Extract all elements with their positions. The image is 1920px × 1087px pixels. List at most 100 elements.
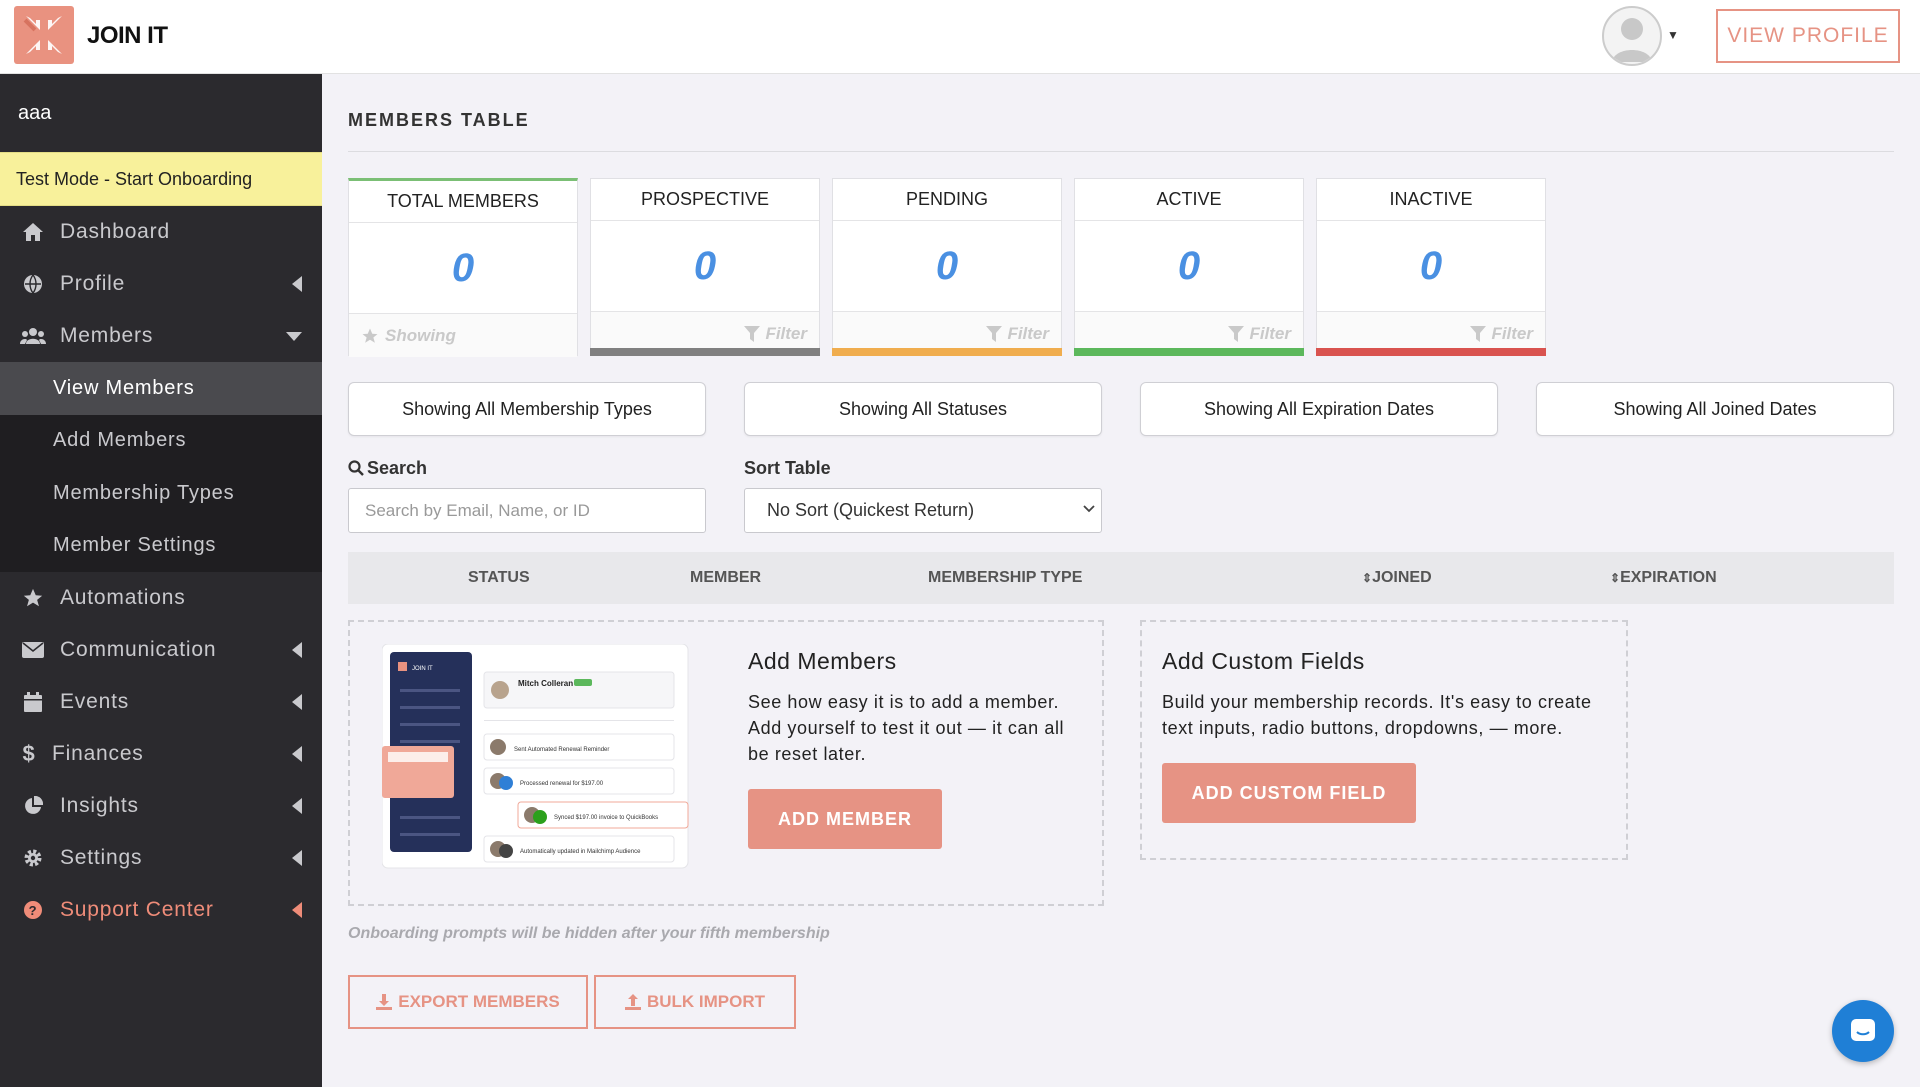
search-icon — [348, 460, 364, 476]
stat-card-pending: PENDING 0 Filter — [832, 178, 1062, 356]
onboarding-note: Onboarding prompts will be hidden after … — [348, 925, 830, 942]
stat-card-inactive: INACTIVE 0 Filter — [1316, 178, 1546, 356]
envelope-icon — [20, 637, 46, 663]
prompt-text: Build your membership records. It's easy… — [1162, 692, 1592, 738]
sidebar-item-events[interactable]: Events — [0, 676, 322, 728]
chevron-down-icon — [1083, 503, 1095, 517]
divider — [348, 151, 1894, 152]
bulk-import-button[interactable]: BULK IMPORT — [594, 975, 796, 1029]
top-bar: JOIN IT ▼ VIEW PROFILE — [0, 0, 1920, 74]
column-header-expiration[interactable]: ⇕EXPIRATION — [1610, 569, 1717, 587]
view-profile-button[interactable]: VIEW PROFILE — [1716, 9, 1900, 63]
download-icon — [376, 994, 393, 1010]
sidebar-subitem-add-members[interactable]: Add Members — [0, 414, 322, 467]
column-header-membership-type[interactable]: MEMBERSHIP TYPE — [928, 569, 1083, 586]
sidebar-subitem-view-members[interactable]: View Members — [0, 362, 322, 415]
add-member-button[interactable]: ADD MEMBER — [748, 789, 942, 849]
illustration-event: Processed renewal for $197.00 — [520, 781, 604, 787]
sidebar: aaa Test Mode - Start Onboarding Dashboa… — [0, 74, 322, 1087]
statuses-filter-button[interactable]: Showing All Statuses — [744, 382, 1102, 436]
sidebar-subitem-membership-types[interactable]: Membership Types — [0, 467, 322, 520]
sidebar-item-communication[interactable]: Communication — [0, 624, 322, 676]
sidebar-item-support-center[interactable]: ? Support Center — [0, 884, 322, 936]
app-name: JOIN IT — [87, 22, 168, 49]
stat-footer-label: Filter — [1007, 323, 1049, 343]
org-name: aaa — [18, 101, 52, 124]
gear-icon — [20, 845, 46, 871]
sidebar-item-finances[interactable]: $ Finances — [0, 728, 322, 780]
column-header-joined[interactable]: ⇕JOINED — [1362, 569, 1432, 587]
stat-card-active: ACTIVE 0 Filter — [1074, 178, 1304, 356]
sidebar-item-label: Events — [60, 690, 129, 713]
sidebar-item-automations[interactable]: Automations — [0, 572, 322, 624]
caret-left-icon — [292, 746, 302, 762]
membership-types-filter-button[interactable]: Showing All Membership Types — [348, 382, 706, 436]
stat-value: 0 — [1177, 243, 1201, 288]
status-color-bar — [832, 348, 1062, 356]
stat-value: 0 — [451, 245, 475, 290]
sidebar-item-settings[interactable]: Settings — [0, 832, 322, 884]
add-member-illustration: JOIN IT Mitch Colleran Sent Automated Re… — [381, 643, 690, 870]
illustration-logo: JOIN IT — [412, 666, 433, 672]
filter-button[interactable]: Filter — [591, 311, 819, 355]
stat-value: 0 — [693, 243, 717, 288]
globe-icon — [20, 271, 46, 297]
filter-button[interactable]: Filter — [1075, 311, 1303, 355]
users-icon — [20, 323, 46, 349]
stat-label: INACTIVE — [1317, 179, 1545, 221]
prompt-text: See how easy it is to add a member. Add … — [748, 692, 1065, 764]
sidebar-item-profile[interactable]: Profile — [0, 258, 322, 310]
filter-icon — [1228, 325, 1245, 342]
add-custom-fields-prompt: Add Custom Fields Build your membership … — [1140, 620, 1628, 860]
main-content: MEMBERS TABLE TOTAL MEMBERS 0 Showing PR… — [322, 74, 1920, 1087]
import-label: BULK IMPORT — [646, 992, 766, 1011]
status-color-bar — [1074, 348, 1304, 356]
chevron-down-icon[interactable]: ▼ — [1667, 28, 1679, 42]
pie-chart-icon — [20, 793, 46, 819]
sort-select[interactable]: No Sort (Quickest Return) — [744, 488, 1102, 533]
sort-select-value: No Sort (Quickest Return) — [767, 500, 975, 520]
search-input[interactable]: Search by Email, Name, or ID — [348, 488, 706, 533]
export-members-button[interactable]: EXPORT MEMBERS — [348, 975, 588, 1029]
logo-icon[interactable] — [14, 6, 74, 64]
add-members-prompt: JOIN IT Mitch Colleran Sent Automated Re… — [348, 620, 1104, 906]
stat-label: TOTAL MEMBERS — [349, 181, 577, 223]
sidebar-item-members[interactable]: Members — [0, 310, 322, 362]
sidebar-item-label: Profile — [60, 272, 126, 295]
sidebar-item-label: Support Center — [60, 898, 214, 921]
star-icon — [362, 328, 378, 343]
sidebar-subitem-member-settings[interactable]: Member Settings — [0, 519, 322, 572]
filter-button[interactable]: Filter — [833, 311, 1061, 355]
column-header-label: JOINED — [1372, 569, 1432, 586]
expiration-dates-filter-button[interactable]: Showing All Expiration Dates — [1140, 382, 1498, 436]
chat-icon — [1851, 1019, 1875, 1041]
status-color-bar — [590, 348, 820, 356]
sidebar-item-label: Automations — [60, 586, 186, 609]
user-avatar[interactable] — [1602, 6, 1662, 66]
sidebar-item-insights[interactable]: Insights — [0, 780, 322, 832]
sidebar-item-label: Communication — [60, 638, 217, 661]
stat-label: ACTIVE — [1075, 179, 1303, 221]
illustration-event: Automatically updated in Mailchimp Audie… — [520, 849, 641, 855]
column-header-status[interactable]: STATUS — [468, 569, 530, 586]
sidebar-item-dashboard[interactable]: Dashboard — [0, 206, 322, 258]
calendar-icon — [20, 689, 46, 715]
add-custom-field-button[interactable]: ADD CUSTOM FIELD — [1162, 763, 1416, 823]
sidebar-item-label: Insights — [60, 794, 139, 817]
dollar-icon: $ — [22, 741, 36, 766]
stat-footer-label: Filter — [1249, 323, 1291, 343]
filter-icon — [986, 325, 1003, 342]
home-icon — [20, 219, 46, 245]
stat-footer-label: Showing — [385, 325, 456, 345]
sidebar-item-label: Dashboard — [60, 220, 170, 243]
chat-launcher-button[interactable] — [1832, 1000, 1894, 1062]
caret-left-icon — [292, 642, 302, 658]
sidebar-item-label: Finances — [52, 742, 144, 765]
column-header-member[interactable]: MEMBER — [690, 569, 762, 586]
filter-button[interactable]: Filter — [1317, 311, 1545, 355]
stat-label: PROSPECTIVE — [591, 179, 819, 221]
sort-icon: ⇕ — [1610, 571, 1621, 585]
test-mode-banner[interactable]: Test Mode - Start Onboarding — [0, 152, 322, 206]
joined-dates-filter-button[interactable]: Showing All Joined Dates — [1536, 382, 1894, 436]
sidebar-item-label: Members — [60, 324, 154, 347]
